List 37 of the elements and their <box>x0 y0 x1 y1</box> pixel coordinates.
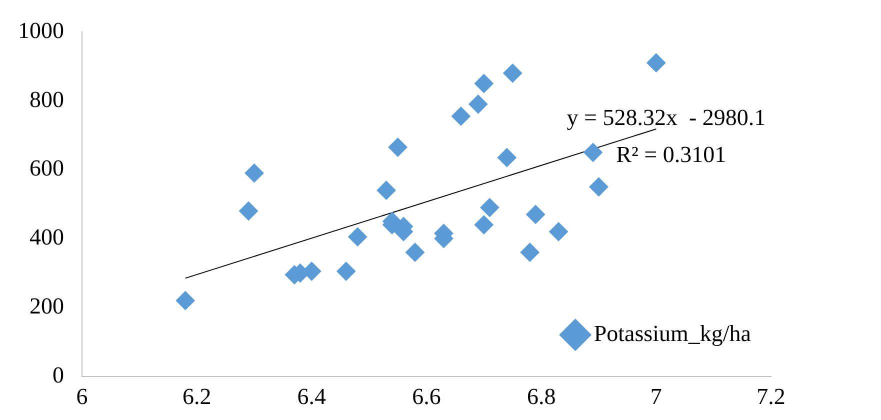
point <box>589 177 608 196</box>
point <box>376 180 396 200</box>
x-tick-label: 7.2 <box>756 384 786 410</box>
point <box>406 242 425 262</box>
point <box>503 64 522 83</box>
y-tick-label: 400 <box>30 224 64 250</box>
point <box>474 74 494 93</box>
point <box>646 53 666 72</box>
y-tick-label: 600 <box>30 156 64 181</box>
x-tick-label: 6.2 <box>182 384 212 410</box>
point <box>480 198 500 218</box>
point <box>474 215 494 234</box>
x-tick-label: 6.6 <box>412 384 441 410</box>
point <box>526 204 546 224</box>
point <box>497 148 516 168</box>
point <box>176 291 195 310</box>
y-tick-label: 1000 <box>18 18 64 43</box>
point <box>451 106 470 126</box>
y-tick-label: 800 <box>30 86 64 112</box>
point <box>348 227 368 246</box>
point <box>584 142 603 162</box>
point <box>244 164 264 183</box>
y-tick-label: 200 <box>30 294 64 319</box>
point <box>549 222 568 242</box>
annotation: R² = 0.3101 <box>616 142 726 168</box>
point <box>239 201 258 220</box>
point <box>336 262 356 281</box>
point <box>388 138 408 157</box>
point <box>520 242 540 262</box>
point <box>468 94 488 114</box>
x-tick-label: 7 <box>650 384 662 410</box>
x-tick-label: 6.8 <box>526 384 556 410</box>
x-tick-label: 6 <box>76 384 88 410</box>
legend-label: Potassium_kg/ha <box>594 320 751 346</box>
x-tick-label: 6.4 <box>297 384 327 410</box>
y-tick-label: 0 <box>52 362 64 388</box>
annotation: y = 528.32x - 2980.1 <box>566 105 766 130</box>
